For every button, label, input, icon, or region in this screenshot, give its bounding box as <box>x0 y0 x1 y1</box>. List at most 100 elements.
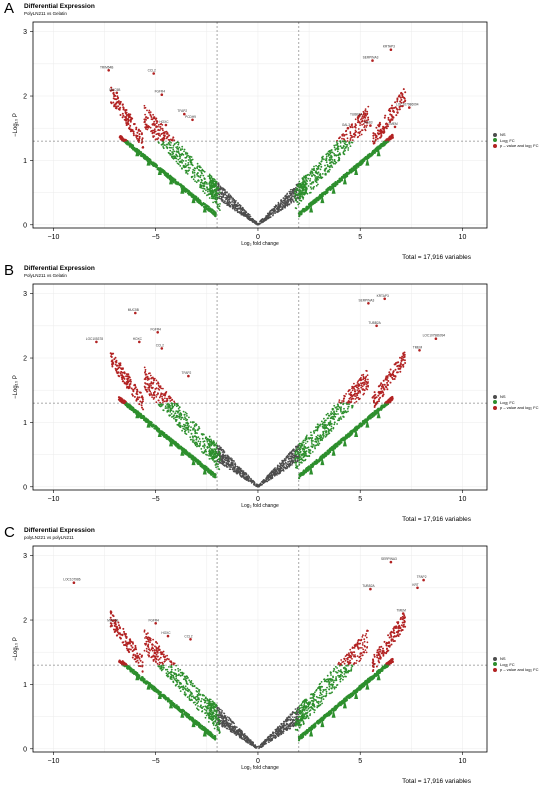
data-point <box>362 114 364 116</box>
data-point <box>219 209 221 211</box>
data-point <box>151 118 153 120</box>
data-point <box>159 135 161 137</box>
data-point <box>317 199 319 201</box>
data-point <box>168 142 170 144</box>
point-label: TMEM <box>388 122 398 126</box>
data-point <box>285 201 287 203</box>
data-point <box>224 202 226 204</box>
data-point <box>214 215 216 217</box>
data-point <box>392 119 394 121</box>
data-point <box>293 449 295 451</box>
data-point <box>181 159 183 161</box>
data-point <box>126 115 128 117</box>
data-point <box>234 462 236 464</box>
data-point <box>148 126 150 128</box>
data-point <box>281 462 283 464</box>
data-point <box>356 401 358 403</box>
data-point <box>221 200 223 202</box>
data-point <box>127 122 129 124</box>
data-point <box>169 154 171 156</box>
point-label: TRIM64B <box>100 65 113 69</box>
data-point <box>261 222 263 224</box>
data-point <box>219 191 221 193</box>
data-point <box>333 405 335 407</box>
data-point <box>394 126 397 129</box>
data-point <box>171 153 173 155</box>
data-point <box>314 179 316 181</box>
data-point <box>301 194 303 196</box>
data-point <box>306 180 308 182</box>
data-point <box>391 115 393 117</box>
data-point <box>131 145 133 147</box>
data-point <box>277 204 279 206</box>
data-point <box>347 137 349 139</box>
data-point <box>305 443 307 445</box>
data-point <box>312 201 314 203</box>
data-point <box>231 461 233 463</box>
data-point <box>302 197 304 199</box>
data-point <box>333 163 335 165</box>
data-point <box>183 418 185 420</box>
data-point <box>127 118 129 120</box>
data-point <box>203 184 205 186</box>
data-point <box>311 168 313 170</box>
data-point <box>230 195 232 197</box>
data-point <box>305 437 307 439</box>
data-point <box>350 137 352 139</box>
data-point <box>176 161 178 163</box>
data-point <box>366 114 368 116</box>
data-point <box>286 196 288 198</box>
data-point <box>237 202 239 204</box>
data-point <box>146 125 148 127</box>
data-point <box>341 400 343 402</box>
data-point <box>203 447 205 449</box>
data-point <box>209 446 211 448</box>
data-point <box>170 144 172 146</box>
data-point <box>144 371 146 373</box>
data-point <box>291 460 293 462</box>
data-point <box>360 164 362 166</box>
data-point <box>375 148 377 150</box>
data-point <box>288 195 290 197</box>
data-point <box>168 152 170 154</box>
data-point <box>401 92 403 94</box>
data-point <box>116 106 118 108</box>
data-point <box>291 200 293 202</box>
data-point <box>392 110 394 112</box>
data-point <box>350 132 352 134</box>
data-point <box>346 146 348 148</box>
data-point <box>248 213 250 215</box>
data-point <box>226 197 228 199</box>
data-point <box>142 147 144 149</box>
data-point <box>322 157 324 159</box>
data-point <box>188 192 190 194</box>
data-point <box>328 171 330 173</box>
data-point <box>245 214 247 216</box>
data-point <box>238 469 240 471</box>
data-point <box>390 137 392 139</box>
data-point <box>207 447 209 449</box>
data-point <box>380 143 382 145</box>
data-point <box>250 480 252 482</box>
data-point <box>301 212 303 214</box>
data-point <box>291 464 293 466</box>
data-point <box>274 207 276 209</box>
data-point <box>290 195 292 197</box>
data-point <box>207 191 209 193</box>
data-point <box>214 194 216 196</box>
data-point <box>232 463 234 465</box>
data-point <box>359 124 361 126</box>
data-point <box>306 436 308 438</box>
y-axis-label: −Log₁₀ P <box>13 113 19 137</box>
data-point <box>296 192 298 194</box>
data-point <box>170 142 172 144</box>
data-point <box>147 379 149 381</box>
data-point <box>164 131 166 133</box>
data-point <box>305 209 307 211</box>
data-point <box>167 174 169 176</box>
data-point <box>297 460 299 462</box>
data-point <box>146 116 148 118</box>
data-point <box>152 123 154 125</box>
data-point <box>155 133 157 135</box>
